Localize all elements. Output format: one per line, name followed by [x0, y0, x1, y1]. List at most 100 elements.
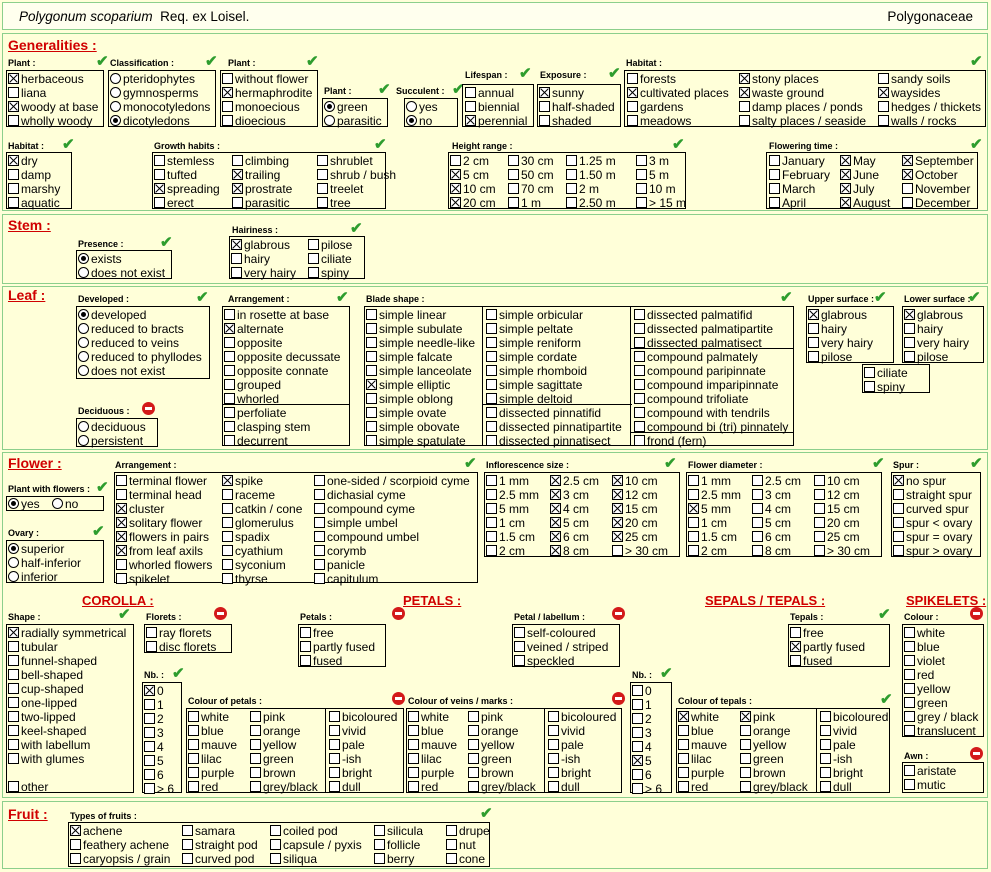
option-shape-with-glumes[interactable]: with glumes: [8, 752, 84, 766]
option-colour-of-veins-marks-mauve[interactable]: mauve: [408, 738, 457, 752]
checkbox[interactable]: [232, 183, 243, 194]
option-colour-of-tepals-grey-black[interactable]: grey/black: [740, 780, 808, 794]
checkbox[interactable]: [70, 839, 81, 850]
option-flower-diameter-2-5-cm[interactable]: 2.5 cm: [752, 474, 801, 488]
checkbox[interactable]: [144, 713, 155, 724]
checkbox[interactable]: [612, 475, 623, 486]
checkbox[interactable]: [8, 739, 19, 750]
checkbox[interactable]: [634, 309, 645, 320]
checkbox[interactable]: [893, 475, 904, 486]
option-growth-habits-trailing[interactable]: trailing: [232, 168, 280, 182]
option-developed-reduced-to-bracts[interactable]: reduced to bracts: [78, 322, 184, 336]
checkbox[interactable]: [270, 853, 281, 864]
checkbox[interactable]: [486, 351, 497, 362]
option-blade-shape-dissected-pinnatisect[interactable]: dissected pinnatisect: [486, 434, 610, 448]
option-lifespan-perennial[interactable]: perennial: [465, 114, 527, 128]
option-arrangement-catkin-cone[interactable]: catkin / cone: [222, 502, 302, 516]
option-height-range-50-cm[interactable]: 50 cm: [508, 168, 554, 182]
option-developed-does-not-exist[interactable]: does not exist: [78, 364, 165, 378]
option-colour-of-petals-brown[interactable]: brown: [250, 766, 296, 780]
radio-button[interactable]: [406, 115, 417, 126]
checkbox[interactable]: [314, 545, 325, 556]
checkbox[interactable]: [250, 711, 261, 722]
checkbox[interactable]: [408, 711, 419, 722]
option-blade-shape-simple-spatulate[interactable]: simple spatulate: [366, 434, 466, 448]
option-plant-liana[interactable]: liana: [8, 86, 46, 100]
checkbox[interactable]: [790, 641, 801, 652]
checkbox[interactable]: [8, 725, 19, 736]
checkbox[interactable]: [224, 379, 235, 390]
option-flowering-time-july[interactable]: July: [840, 182, 874, 196]
checkbox[interactable]: [116, 545, 127, 556]
option-arrangement-spike[interactable]: spike: [222, 474, 263, 488]
checkbox[interactable]: [688, 517, 699, 528]
option-arrangement-dichasial-cyme[interactable]: dichasial cyme: [314, 488, 406, 502]
option-types-of-fruits-nut[interactable]: nut: [446, 838, 476, 852]
checkbox[interactable]: [446, 853, 457, 864]
option-tepals-fused[interactable]: fused: [790, 654, 832, 668]
option-height-range-1-50-m[interactable]: 1.50 m: [566, 168, 616, 182]
option-flowering-time-november[interactable]: November: [902, 182, 970, 196]
option-upper-surface-very-hairy[interactable]: very hairy: [808, 336, 873, 350]
checkbox[interactable]: [548, 739, 559, 750]
option-colour-violet[interactable]: violet: [904, 654, 945, 668]
option-habitat-walls-rocks[interactable]: walls / rocks: [878, 114, 956, 128]
checkbox[interactable]: [182, 853, 193, 864]
checkbox[interactable]: [814, 475, 825, 486]
checkbox[interactable]: [270, 839, 281, 850]
checkbox[interactable]: [632, 727, 643, 738]
option-inflorescence-size-25-cm[interactable]: 25 cm: [612, 530, 658, 544]
option-arrangement-compound-umbel[interactable]: compound umbel: [314, 530, 419, 544]
option-developed-reduced-to-phyllodes[interactable]: reduced to phyllodes: [78, 350, 202, 364]
checkbox[interactable]: [769, 197, 780, 208]
checkbox[interactable]: [566, 155, 577, 166]
checkbox[interactable]: [840, 155, 851, 166]
option-hairiness-glabrous[interactable]: glabrous: [231, 238, 290, 252]
option-spur-spur-ovary[interactable]: spur > ovary: [893, 544, 972, 558]
option-arrangement-grouped[interactable]: grouped: [224, 378, 281, 392]
option-arrangement-from-leaf-axils[interactable]: from leaf axils: [116, 544, 203, 558]
checkbox[interactable]: [224, 421, 235, 432]
checkbox[interactable]: [814, 531, 825, 542]
option-flowering-time-march[interactable]: March: [769, 182, 815, 196]
checkbox[interactable]: [486, 379, 497, 390]
option-colour-of-veins-marks-brown[interactable]: brown: [468, 766, 514, 780]
option-lower-surface-hairy[interactable]: hairy: [904, 322, 943, 336]
checkbox[interactable]: [144, 769, 155, 780]
option-colour-of-veins-marks-pale[interactable]: pale: [548, 738, 584, 752]
option-petals-partly-fused[interactable]: partly fused: [300, 640, 375, 654]
checkbox[interactable]: [548, 725, 559, 736]
option-shape-with-labellum[interactable]: with labellum: [8, 738, 90, 752]
option-flower-diameter-2-cm[interactable]: 2 cm: [688, 544, 727, 558]
option-colour-of-petals-pale[interactable]: pale: [329, 738, 365, 752]
option-ovary-inferior[interactable]: inferior: [8, 570, 58, 584]
checkbox[interactable]: [688, 531, 699, 542]
option-height-range-2-cm[interactable]: 2 cm: [450, 154, 489, 168]
option-colour-of-tepals-pink[interactable]: pink: [740, 710, 775, 724]
option-nb-6[interactable]: 6: [144, 768, 164, 782]
option-flowering-time-december[interactable]: December: [902, 196, 970, 210]
checkbox[interactable]: [222, 531, 233, 542]
option-height-range-30-cm[interactable]: 30 cm: [508, 154, 554, 168]
checkbox[interactable]: [116, 475, 127, 486]
option-arrangement-in-rosette-at-base[interactable]: in rosette at base: [224, 308, 329, 322]
option-arrangement-corymb[interactable]: corymb: [314, 544, 366, 558]
checkbox[interactable]: [904, 337, 915, 348]
option-nb-5[interactable]: 5: [632, 754, 652, 768]
option-flowering-time-august[interactable]: August: [840, 196, 890, 210]
option-classification-dicotyledons[interactable]: dicotyledons: [110, 114, 190, 128]
checkbox[interactable]: [154, 169, 165, 180]
checkbox[interactable]: [566, 183, 577, 194]
option-developed-reduced-to-veins[interactable]: reduced to veins: [78, 336, 179, 350]
checkbox[interactable]: [752, 475, 763, 486]
option-succulent-no[interactable]: no: [406, 114, 432, 128]
checkbox[interactable]: [8, 101, 19, 112]
checkbox[interactable]: [366, 323, 377, 334]
option-arrangement-terminal-flower[interactable]: terminal flower: [116, 474, 207, 488]
option-blade-shape-compound-bi-tri-pinnately[interactable]: compound bi (tri) pinnately: [634, 420, 788, 434]
option-petals-free[interactable]: free: [300, 626, 334, 640]
checkbox[interactable]: [550, 475, 561, 486]
option-colour-of-petals-bright[interactable]: bright: [329, 766, 372, 780]
option-types-of-fruits-drupe[interactable]: drupe: [446, 824, 490, 838]
option-flower-diameter-8-cm[interactable]: 8 cm: [752, 544, 791, 558]
